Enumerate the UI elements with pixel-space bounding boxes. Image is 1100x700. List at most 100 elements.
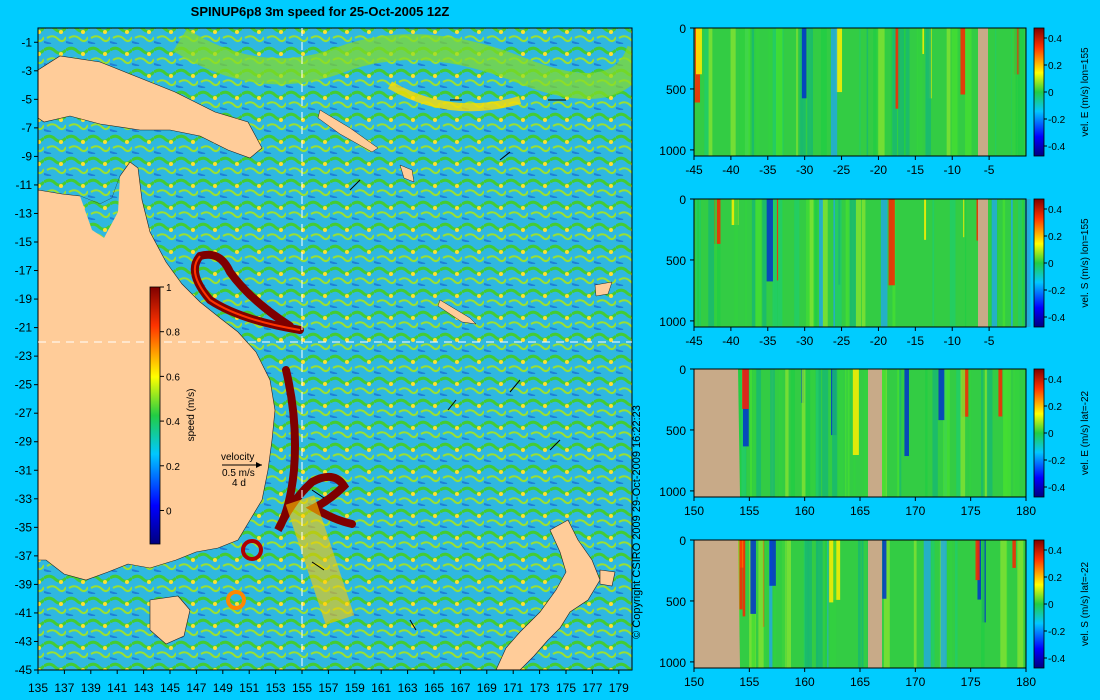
- section-y-tick-label: 500: [666, 424, 686, 438]
- section-x-tick-label: 180: [1016, 675, 1036, 689]
- section-colorbar-label: vel. E (m/s) lat=-22: [1080, 390, 1091, 475]
- section-panel-2: -45 -40 -35 -30 -25 -20 -15 -10 -5 0 500 1000 0.4 0.2…: [659, 193, 1091, 348]
- section-colorbar-tick-label: 0.2: [1048, 402, 1062, 413]
- map-y-tick-label: -17: [15, 264, 33, 278]
- section-colorbar-tick-label: -0.4: [1048, 313, 1066, 324]
- section-colorbar-label: vel. S (m/s) lon=155: [1080, 218, 1091, 308]
- map-y-tick-label: -19: [15, 292, 33, 306]
- section-x-tick-label: 175: [961, 504, 981, 518]
- section-x-tick-label: 160: [795, 504, 815, 518]
- section-colorbar: [1033, 539, 1045, 669]
- section-y-tick-label: 500: [666, 595, 686, 609]
- section-y-tick-label: 500: [666, 254, 686, 268]
- map-x-tick-label: 159: [345, 681, 365, 695]
- map-y-tick-label: -11: [16, 178, 33, 192]
- section-colorbar-label: vel. E (m/s) lon=155: [1080, 47, 1091, 137]
- section-colorbar-tick-label: 0.2: [1048, 232, 1062, 243]
- section-x-tick-label: -10: [944, 163, 962, 177]
- land-mask: [868, 369, 882, 497]
- section-y-tick-label: 0: [679, 193, 686, 207]
- map-y-tick-label: -31: [15, 463, 33, 477]
- colorbar-tick-label: 0.8: [166, 328, 180, 339]
- map-x-tick-label: 147: [186, 681, 206, 695]
- section-x-tick-label: -20: [870, 163, 888, 177]
- map-x-tick-label: 137: [54, 681, 74, 695]
- section-x-tick-label: -10: [944, 334, 962, 348]
- map-y-tick-label: -35: [15, 520, 33, 534]
- eddy-ring: [226, 590, 246, 610]
- section-colorbar-label: vel. S (m/s) lat=-22: [1080, 561, 1091, 646]
- section-colorbar-tick-label: 0.4: [1048, 375, 1062, 386]
- section-panel-3: 150 155 160 165 170 175 180 0 500 1000 0.4 0.2 0 -0.2…: [659, 363, 1091, 518]
- section-x-tick-label: -45: [685, 334, 703, 348]
- map-y-ticks: -1 -3 -5 -7 -9 -11 -13 -15 -17 -19 -21 -23 -25 -27 -29…: [15, 35, 38, 677]
- velocity-key-days: 4 d: [232, 478, 246, 489]
- section-x-tick-label: 150: [684, 504, 704, 518]
- colorbar-tick-label: 1: [166, 283, 172, 294]
- velocity-key-scale: 0.5 m/s: [222, 468, 255, 479]
- section-x-tick-label: -40: [722, 334, 740, 348]
- section-y-tick-label: 1000: [659, 656, 686, 670]
- section-x-tick-label: 155: [739, 504, 759, 518]
- section-colorbar-tick-label: -0.4: [1048, 654, 1066, 665]
- chart-title: SPINUP6p8 3m speed for 25-Oct-2005 12Z: [190, 4, 450, 19]
- map-y-tick-label: -1: [21, 35, 32, 49]
- velocity-key: velocity 0.5 m/s 4 d: [221, 452, 262, 489]
- section-colorbar-tick-label: 0: [1048, 259, 1054, 270]
- section-x-tick-label: 160: [795, 675, 815, 689]
- map-y-tick-label: -13: [15, 206, 33, 220]
- section-x-tick-label: -30: [796, 334, 814, 348]
- section-y-tick-label: 500: [666, 83, 686, 97]
- section-x-tick-label: 155: [739, 675, 759, 689]
- land-mask: [868, 540, 882, 668]
- land-new-zealand: [495, 519, 601, 670]
- section-x-tick-label: -35: [759, 163, 777, 177]
- map-y-tick-label: -15: [15, 235, 33, 249]
- section-colorbar-tick-label: 0.4: [1048, 546, 1062, 557]
- colorbar-tick-label: 0.6: [166, 372, 180, 383]
- map-x-tick-label: 139: [81, 681, 101, 695]
- map-x-tick-label: 179: [609, 681, 629, 695]
- land-mask: [694, 369, 740, 497]
- section-colorbar-tick-label: -0.2: [1048, 286, 1066, 297]
- section-colorbar: [1033, 368, 1045, 498]
- map-x-ticks: 135 137 139 141 143 145 147 149 151 153 155 157 159 1…: [28, 670, 629, 695]
- map-x-tick-label: 171: [503, 681, 523, 695]
- section-x-tick-label: -40: [722, 163, 740, 177]
- section-x-tick-label: -35: [759, 334, 777, 348]
- map-y-tick-label: -37: [15, 549, 33, 563]
- land-mask: [978, 28, 988, 156]
- map-x-tick-label: 157: [318, 681, 338, 695]
- section-colorbar-tick-label: 0.2: [1048, 61, 1062, 72]
- map-y-tick-label: -27: [15, 406, 33, 420]
- section-colorbar-tick-label: 0.2: [1048, 573, 1062, 584]
- section-colorbar-tick-label: -0.2: [1048, 456, 1066, 467]
- section-colorbar-tick-label: 0.4: [1048, 205, 1062, 216]
- map-x-tick-label: 177: [582, 681, 602, 695]
- section-colorbar-tick-label: 0: [1048, 600, 1054, 611]
- map-x-tick-label: 161: [371, 681, 391, 695]
- section-colorbar-tick-label: 0.4: [1048, 34, 1062, 45]
- map-y-tick-label: -33: [15, 492, 33, 506]
- map-x-tick-label: 153: [266, 681, 286, 695]
- section-x-tick-label: 170: [905, 675, 925, 689]
- map-x-tick-label: 169: [477, 681, 497, 695]
- map-y-tick-label: -3: [21, 64, 32, 78]
- section-x-tick-label: -5: [984, 334, 995, 348]
- map-y-tick-label: -45: [15, 663, 33, 677]
- map-x-tick-label: 163: [398, 681, 418, 695]
- map-x-tick-label: 173: [530, 681, 550, 695]
- section-x-tick-label: -15: [907, 334, 925, 348]
- copyright-text: © Copyright CSIRO 2009 29-Oct-2009 16:22…: [631, 405, 643, 639]
- land-tasmania: [149, 595, 191, 645]
- eddy-ring: [241, 539, 263, 561]
- section-x-tick-label: 150: [684, 675, 704, 689]
- section-x-tick-label: 165: [850, 675, 870, 689]
- section-x-tick-label: 165: [850, 504, 870, 518]
- map-y-tick-label: -23: [15, 349, 33, 363]
- map-y-tick-label: -7: [21, 121, 32, 135]
- map-x-tick-label: 143: [134, 681, 154, 695]
- section-colorbar-tick-label: 0: [1048, 88, 1054, 99]
- colorbar-tick-label: 0.2: [166, 462, 180, 473]
- land-mask: [694, 540, 740, 668]
